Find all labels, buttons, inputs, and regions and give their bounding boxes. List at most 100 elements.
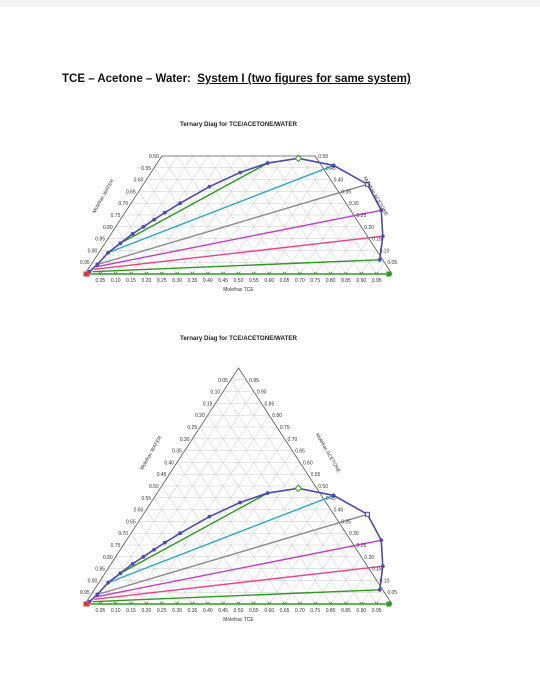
bottom-tick-label: 0.75 (310, 278, 320, 284)
bottom-tick-label: 0.20 (142, 608, 152, 614)
base-line-marker (359, 601, 364, 605)
bottom-tick-label: 0.95 (372, 608, 382, 614)
curve-point-marker (379, 538, 384, 543)
curve-point-marker (265, 161, 270, 165)
curve-point-marker (377, 587, 382, 592)
grid-line (253, 497, 324, 605)
curve-point-marker (106, 580, 110, 585)
left-tick-labels: 0.05 0.10 0.15 0.20 0.25 0.30 0.35 0.40 0.45 0.50… (80, 378, 228, 596)
curve-point-marker (207, 514, 212, 519)
ternary-figure-1: Ternary Diag for TCE/ACETONE/WATER 0.05 0.… (0, 118, 540, 313)
right-axis-label: Molefrac ACETONE (314, 432, 342, 474)
curve-point-marker (178, 201, 183, 206)
left-axis-label: Molefrac WATER (92, 178, 116, 214)
curve-point-marker (364, 181, 370, 187)
bottom-tick-label: 0.90 (356, 608, 366, 614)
chart-title: Ternary Diag for TCE/ACETONE/WATER (180, 335, 297, 342)
left-tick-label: 0.60 (134, 508, 144, 514)
base-line-marker (175, 271, 179, 275)
bottom-tick-labels: 0.05 0.10 0.15 0.20 0.25 0.30 0.35 0.40 0.45 0.50… (95, 608, 381, 614)
grid-line (100, 580, 116, 605)
bottom-tick-label: 0.80 (326, 608, 336, 614)
curve-point-marker (141, 224, 146, 229)
grid-line (100, 379, 247, 605)
tie-line (97, 183, 368, 266)
bottom-tick-label: 0.05 (95, 278, 105, 284)
bottom-tick-label: 0.35 (188, 278, 198, 284)
curve-point-marker (162, 540, 167, 545)
base-line-marker (328, 601, 333, 605)
right-tick-label: 0.30 (349, 201, 359, 207)
right-tick-label: 0.15 (372, 567, 382, 573)
base-line-marker (374, 271, 379, 275)
base-line-marker (159, 271, 164, 275)
grid-line (115, 556, 147, 605)
ternary-figure-2: Ternary Diag for TCE/ACETONE/WATER 0.05 0.… (0, 330, 540, 645)
base-line-marker (359, 271, 364, 275)
bottom-tick-label: 0.50 (234, 278, 244, 284)
right-tick-label: 0.45 (326, 166, 336, 172)
bottom-tick-label: 0.65 (280, 608, 290, 614)
base-line-marker (144, 601, 149, 605)
base-line-marker (221, 271, 225, 275)
curve-point-marker (141, 554, 146, 559)
base-line-marker (267, 601, 272, 605)
grid-line (238, 485, 316, 605)
plait-point-marker (294, 484, 303, 493)
base-line-marker (282, 601, 287, 605)
left-tick-label: 0.80 (103, 225, 113, 231)
tie-line (119, 162, 268, 244)
left-tick-label: 0.70 (118, 201, 128, 207)
bottom-tick-label: 0.30 (172, 278, 182, 284)
base-line-marker (190, 601, 195, 605)
tie-line (95, 539, 382, 598)
tie-line (107, 494, 334, 584)
right-tick-label: 0.35 (341, 189, 351, 195)
ternary-chart-full: Ternary Diag for TCE/ACETONE/WATER 0.05 0.… (80, 335, 397, 623)
left-tick-label: 0.65 (126, 189, 136, 195)
curve-point-marker (379, 208, 384, 213)
right-tick-label: 0.70 (288, 437, 298, 443)
right-tick-label: 0.40 (334, 508, 344, 514)
grid-line (146, 509, 209, 605)
curve-point-marker (152, 547, 156, 552)
base-line-marker (144, 271, 149, 275)
curve-point-marker (152, 217, 156, 222)
grid-line (253, 167, 324, 275)
right-tick-label: 0.10 (380, 248, 390, 254)
base-line-marker (129, 271, 133, 275)
left-tick-label: 0.90 (88, 578, 98, 584)
base-line-marker (282, 271, 287, 275)
left-tick-label: 0.65 (126, 519, 136, 525)
bottom-tick-label: 0.25 (157, 278, 167, 284)
right-tick-label: 0.05 (387, 260, 397, 266)
right-tick-label: 0.60 (303, 460, 313, 466)
curve-point-marker (265, 491, 270, 495)
tie-line (94, 235, 383, 270)
curve-point-marker (95, 592, 100, 597)
bottom-tick-label: 0.85 (341, 608, 351, 614)
grid-line (146, 179, 209, 275)
curve-point-marker (331, 493, 336, 498)
base-line-marker (252, 271, 256, 275)
right-tick-label: 0.65 (295, 449, 305, 455)
grid-line (330, 226, 362, 275)
grid-line (184, 450, 285, 605)
curve-point-marker (380, 564, 385, 569)
right-tick-label: 0.25 (357, 543, 367, 549)
left-tick-label: 0.75 (111, 543, 121, 549)
right-tick-label: 0.45 (326, 496, 336, 502)
left-tick-label: 0.15 (203, 401, 213, 407)
right-tick-label: 0.90 (257, 390, 267, 396)
grid-line (345, 238, 370, 275)
curve-point-marker (178, 531, 183, 536)
tie-line (92, 589, 380, 603)
plait-point-marker (294, 154, 303, 163)
base-end-marker (386, 271, 392, 277)
left-tick-labels: 0.50 0.55 0.60 0.65 0.70 0.75 0.80 0.85 0.90 0.95 (80, 154, 159, 266)
grid-lines (92, 155, 385, 275)
bottom-tick-label: 0.40 (203, 608, 213, 614)
right-tick-label: 0.80 (272, 413, 282, 419)
grid-line (284, 191, 339, 275)
